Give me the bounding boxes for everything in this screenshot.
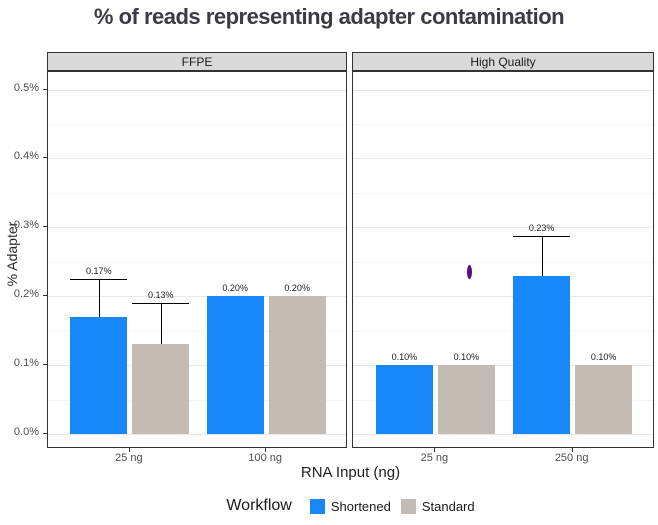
bar-value-label: 0.20% bbox=[222, 283, 248, 294]
bar-value-label: 0.13% bbox=[148, 290, 174, 301]
gridline-minor bbox=[353, 123, 653, 125]
y-tick-label: 0.0% bbox=[13, 426, 39, 438]
x-tick-label: 100 ng bbox=[248, 452, 283, 464]
bar-shortened bbox=[70, 316, 128, 434]
gridline-major bbox=[48, 296, 346, 298]
bar-shortened bbox=[375, 365, 433, 434]
error-bar-cap bbox=[70, 278, 128, 280]
error-bar-whisker bbox=[98, 278, 100, 317]
y-axis-tick bbox=[43, 433, 47, 434]
bar-standard bbox=[268, 296, 326, 434]
legend-label-standard: Standard bbox=[421, 498, 475, 514]
chart-title: % of reads representing adapter contamin… bbox=[93, 4, 565, 29]
y-tick-label: 0.5% bbox=[13, 81, 39, 94]
gridline-major bbox=[48, 434, 346, 435]
outlier-point bbox=[466, 265, 472, 280]
gridline-minor bbox=[353, 330, 653, 332]
x-axis-tick bbox=[128, 448, 130, 452]
gridline-major bbox=[48, 89, 346, 91]
gridline-minor bbox=[48, 192, 346, 194]
gridline-major bbox=[48, 158, 346, 160]
facet-panel: 0.17% 0.13% 0.20% 0.20% bbox=[47, 71, 347, 448]
gridline-major bbox=[353, 434, 653, 435]
y-axis-tick bbox=[43, 157, 47, 159]
x-tick-label: 25 ng bbox=[115, 452, 143, 464]
y-axis-tick bbox=[43, 88, 47, 90]
y-tick-label: 0.1% bbox=[13, 357, 39, 370]
error-bar-cap bbox=[132, 303, 190, 305]
gridline-minor bbox=[353, 399, 653, 401]
y-tick-label: 0.4% bbox=[13, 150, 39, 163]
y-axis-tick bbox=[43, 364, 47, 366]
y-tick-label: 0.2% bbox=[13, 288, 39, 301]
x-tick-label: 250 ng bbox=[554, 452, 589, 464]
x-axis-tick bbox=[265, 448, 267, 452]
bar-shortened bbox=[206, 296, 264, 434]
bar-value-label: 0.10% bbox=[391, 352, 418, 363]
gridline-major bbox=[353, 227, 653, 229]
gridline-minor bbox=[48, 330, 346, 332]
bar-value-label: 0.10% bbox=[590, 352, 617, 363]
error-bar-cap bbox=[513, 235, 571, 237]
facet-panel: 0.10% 0.10% 0.23% 0.10% bbox=[352, 71, 654, 448]
bar-standard bbox=[575, 365, 633, 434]
gridline-minor bbox=[353, 261, 653, 263]
standard-color-swatch bbox=[400, 498, 416, 514]
gridline-minor bbox=[353, 192, 653, 194]
bar-shortened bbox=[513, 275, 571, 434]
bar-value-label: 0.17% bbox=[86, 265, 112, 276]
legend-item-standard: Standard bbox=[400, 498, 475, 514]
x-tick-label: 25 ng bbox=[420, 452, 449, 464]
x-axis-title: RNA Input (ng) bbox=[300, 464, 401, 481]
legend-title: Workflow bbox=[226, 497, 292, 514]
gridline-major bbox=[353, 296, 653, 298]
gridline-major bbox=[353, 365, 653, 367]
legend: Workflow Shortened Standard bbox=[47, 497, 654, 515]
error-bar-whisker bbox=[160, 303, 162, 345]
y-tick-label: 0.3% bbox=[13, 219, 39, 232]
gridline-minor bbox=[48, 261, 346, 263]
error-bar-whisker bbox=[541, 235, 543, 276]
x-axis-tick bbox=[571, 448, 573, 452]
bar-standard bbox=[132, 344, 190, 434]
gridline-minor bbox=[48, 399, 346, 401]
legend-item-shortened: Shortened bbox=[309, 498, 391, 514]
gridline-major bbox=[48, 365, 346, 367]
legend-label-shortened: Shortened bbox=[330, 498, 391, 514]
y-axis-tick bbox=[43, 295, 47, 297]
y-axis-tick bbox=[43, 226, 47, 228]
bar-standard bbox=[437, 365, 495, 434]
bar-value-label: 0.20% bbox=[284, 283, 310, 294]
gridline-major bbox=[353, 158, 653, 160]
gridline-minor bbox=[48, 123, 346, 125]
shortened-color-swatch bbox=[309, 498, 325, 514]
gridline-major bbox=[48, 227, 346, 229]
facet-strip: FFPE bbox=[47, 52, 347, 71]
bar-value-label: 0.10% bbox=[453, 352, 480, 363]
x-axis-tick bbox=[434, 448, 436, 452]
bar-value-label: 0.23% bbox=[528, 222, 555, 233]
gridline-major bbox=[353, 89, 653, 91]
facet-strip: High Quality bbox=[352, 52, 654, 71]
